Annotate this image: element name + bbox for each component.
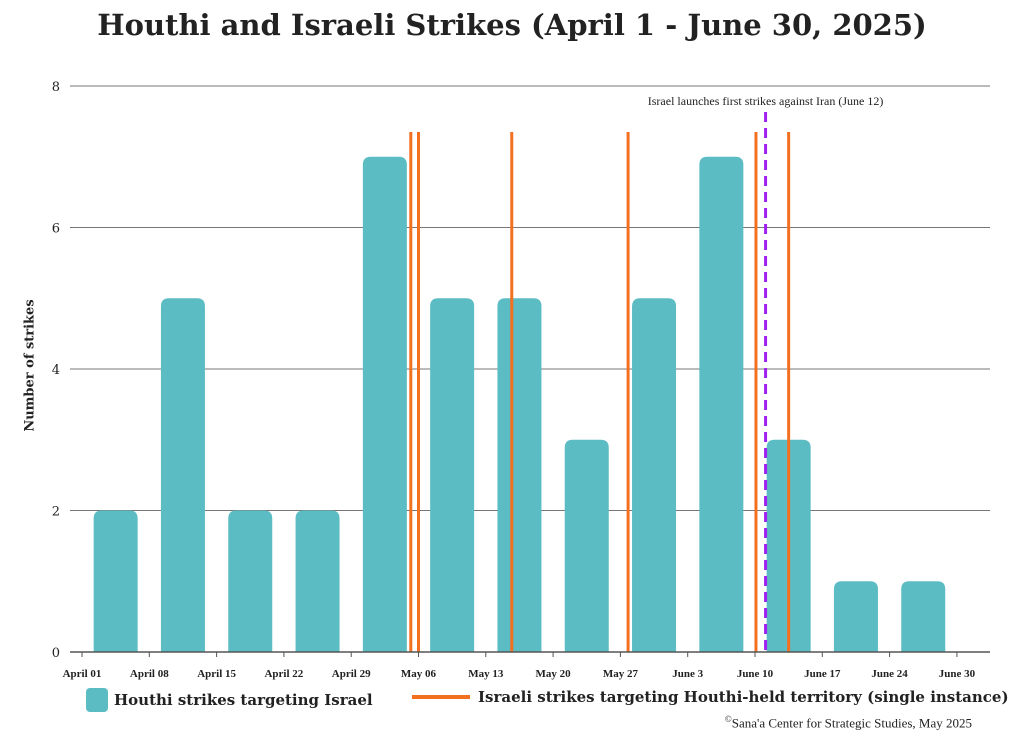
bar bbox=[632, 298, 677, 652]
bar bbox=[160, 298, 205, 652]
x-tick-label: June 17 bbox=[804, 668, 841, 680]
x-tick-label: April 29 bbox=[332, 668, 371, 680]
x-tick-label: June 30 bbox=[939, 668, 976, 680]
legend-label-israeli: Israeli strikes targeting Houthi-held te… bbox=[478, 688, 1009, 706]
bar bbox=[228, 510, 273, 652]
legend-swatch-bar bbox=[86, 688, 108, 712]
bar bbox=[901, 581, 946, 652]
x-tick-label: May 27 bbox=[603, 668, 639, 680]
bar bbox=[430, 298, 475, 652]
y-tick-label: 6 bbox=[52, 222, 60, 237]
legend-item-houthi: Houthi strikes targeting Israel bbox=[86, 688, 373, 712]
chart-title: Houthi and Israeli Strikes (April 1 - Ju… bbox=[97, 8, 927, 42]
x-tick-label: April 22 bbox=[264, 668, 303, 680]
x-tick-label: June 10 bbox=[737, 668, 774, 680]
x-tick-label: May 20 bbox=[536, 668, 572, 680]
legend-label-houthi: Houthi strikes targeting Israel bbox=[114, 691, 373, 709]
y-tick-label: 8 bbox=[52, 80, 60, 95]
y-tick-label: 0 bbox=[52, 646, 60, 661]
x-tick-label: April 08 bbox=[130, 668, 169, 680]
bar bbox=[699, 156, 744, 652]
legend-item-israeli: Israeli strikes targeting Houthi-held te… bbox=[412, 688, 1009, 706]
bar bbox=[564, 439, 609, 652]
y-tick-label: 2 bbox=[52, 505, 60, 520]
annotation-text: Israel launches first strikes against Ir… bbox=[648, 94, 884, 108]
x-tick-label: June 24 bbox=[871, 668, 908, 680]
copyright-symbol: © bbox=[724, 714, 732, 724]
bar bbox=[833, 581, 878, 652]
x-tick-label: April 01 bbox=[63, 668, 102, 680]
credit: ©Sana'a Center for Strategic Studies, Ma… bbox=[725, 714, 972, 731]
x-tick-label: May 13 bbox=[468, 668, 504, 680]
bar bbox=[362, 156, 407, 652]
x-tick-label: May 06 bbox=[401, 668, 437, 680]
legend-swatch-line bbox=[412, 695, 470, 699]
bar bbox=[93, 510, 138, 652]
bar bbox=[497, 298, 542, 652]
x-tick-label: April 15 bbox=[197, 668, 236, 680]
x-tick-label: June 3 bbox=[672, 668, 703, 680]
bar bbox=[295, 510, 340, 652]
credit-text: Sana'a Center for Strategic Studies, May… bbox=[731, 715, 972, 731]
y-tick-label: 4 bbox=[52, 363, 60, 378]
